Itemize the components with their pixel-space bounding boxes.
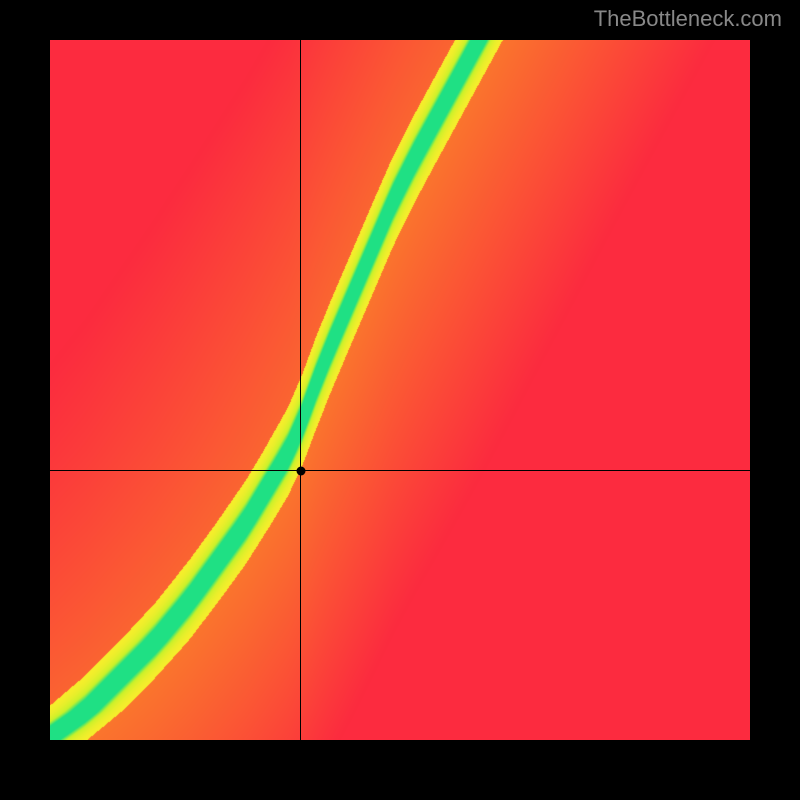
heatmap-canvas [50, 40, 750, 740]
plot-area [50, 40, 750, 740]
root: { "attribution_text": "TheBottleneck.com… [0, 0, 800, 800]
attribution-text: TheBottleneck.com [594, 6, 782, 32]
